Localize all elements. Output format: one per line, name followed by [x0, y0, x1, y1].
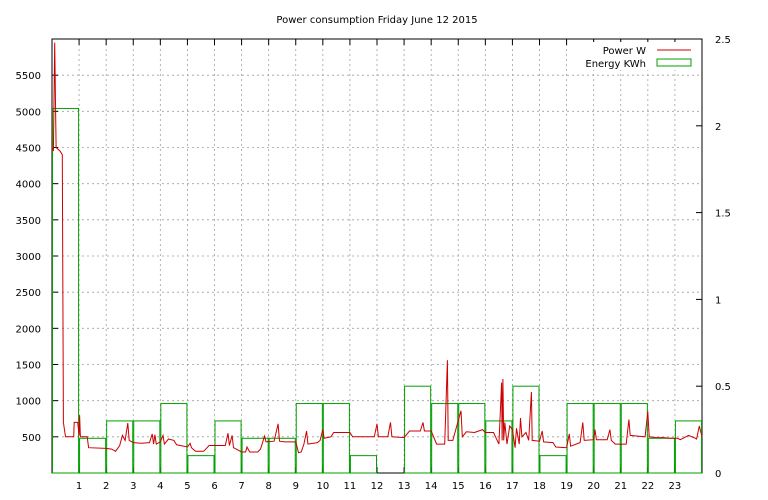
energy-bar [620, 403, 648, 474]
axes: 1 2 3 4 5 6 7 8 9 10 11 12 13 14 15 16 17 18 19 20 21 22 23500… [16, 35, 731, 492]
grid-lines [52, 39, 702, 473]
legend-energy-label: Energy KWh [585, 59, 646, 70]
energy-bar [539, 455, 567, 474]
energy-bar [268, 437, 296, 474]
x-tick-label: 14 [425, 481, 438, 492]
y-left-tick-label: 2500 [16, 288, 41, 299]
energy-bar [458, 403, 486, 474]
y-right-tick-label: 1 [715, 295, 721, 306]
x-tick-label: 16 [479, 481, 492, 492]
y-right-tick-label: 0 [715, 469, 721, 480]
energy-bar [79, 437, 107, 474]
x-tick-label: 22 [641, 481, 654, 492]
energy-series [52, 107, 703, 474]
energy-bar [566, 403, 594, 474]
legend-power-label: Power W [603, 46, 646, 57]
x-tick-label: 17 [506, 481, 519, 492]
y-left-tick-label: 500 [22, 433, 41, 444]
x-tick-label: 2 [103, 481, 109, 492]
x-tick-label: 3 [130, 481, 136, 492]
x-tick-label: 6 [211, 481, 217, 492]
energy-bar [431, 403, 459, 474]
energy-bar [512, 385, 540, 474]
x-tick-label: 8 [265, 481, 271, 492]
power-line [51, 42, 703, 454]
x-tick-label: 21 [614, 481, 627, 492]
x-tick-label: 15 [452, 481, 465, 492]
energy-bar [295, 403, 323, 474]
x-tick-label: 10 [316, 481, 329, 492]
x-tick-label: 13 [398, 481, 411, 492]
x-tick-label: 19 [560, 481, 573, 492]
y-left-tick-label: 1000 [16, 397, 41, 408]
y-left-tick-label: 2000 [16, 324, 41, 335]
energy-bar [133, 420, 161, 474]
x-tick-label: 9 [293, 481, 299, 492]
energy-bar [349, 455, 377, 474]
energy-bar [322, 403, 350, 474]
y-left-tick-label: 4500 [16, 144, 41, 155]
x-tick-label: 4 [157, 481, 163, 492]
x-tick-label: 5 [184, 481, 190, 492]
power-series [51, 42, 703, 454]
x-tick-label: 20 [587, 481, 600, 492]
y-right-tick-label: 2 [715, 122, 721, 133]
energy-bar [187, 455, 215, 474]
y-left-tick-label: 3500 [16, 216, 41, 227]
energy-bar [241, 437, 269, 474]
energy-bar [52, 107, 80, 474]
x-tick-label: 11 [344, 481, 357, 492]
y-left-tick-label: 3000 [16, 252, 41, 263]
x-tick-label: 1 [76, 481, 82, 492]
legend-energy-swatch [656, 58, 692, 67]
x-tick-label: 23 [669, 481, 682, 492]
legend: Power W Energy KWh [570, 42, 694, 70]
y-right-tick-label: 0.5 [715, 382, 731, 393]
energy-bar [160, 403, 188, 474]
energy-bar [404, 385, 432, 474]
x-tick-label: 18 [533, 481, 546, 492]
y-right-tick-label: 1.5 [715, 209, 731, 220]
energy-bar [647, 437, 675, 474]
chart-title: Power consumption Friday June 12 2015 [276, 15, 477, 26]
y-right-tick-label: 2.5 [715, 35, 731, 46]
y-left-tick-label: 4000 [16, 180, 41, 191]
y-left-tick-label: 1500 [16, 361, 41, 372]
energy-bar [106, 420, 134, 474]
x-tick-label: 12 [371, 481, 384, 492]
legend-background [570, 42, 694, 70]
energy-bar [214, 420, 242, 474]
x-tick-label: 7 [238, 481, 244, 492]
energy-bar [485, 420, 513, 474]
y-left-tick-label: 5500 [16, 71, 41, 82]
energy-bar [674, 420, 703, 474]
y-left-tick-label: 5000 [16, 107, 41, 118]
